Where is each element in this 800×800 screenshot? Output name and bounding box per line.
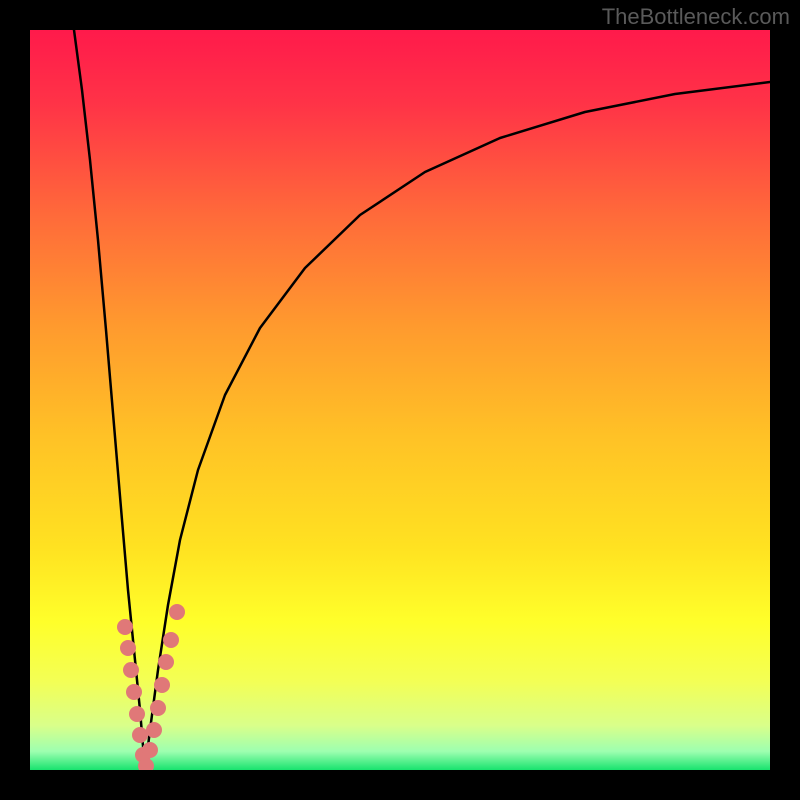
data-marker [129, 706, 145, 722]
data-marker [132, 727, 148, 743]
data-marker [117, 619, 133, 635]
data-marker [146, 722, 162, 738]
gradient-background [30, 30, 770, 770]
data-marker [169, 604, 185, 620]
data-marker [163, 632, 179, 648]
data-marker [123, 662, 139, 678]
data-marker [154, 677, 170, 693]
chart-svg [30, 30, 770, 770]
plot-area [30, 30, 770, 770]
data-marker [158, 654, 174, 670]
data-marker [150, 700, 166, 716]
attribution-text: TheBottleneck.com [602, 4, 790, 30]
data-marker [142, 742, 158, 758]
chart-frame: TheBottleneck.com [0, 0, 800, 800]
data-marker [126, 684, 142, 700]
data-marker [120, 640, 136, 656]
